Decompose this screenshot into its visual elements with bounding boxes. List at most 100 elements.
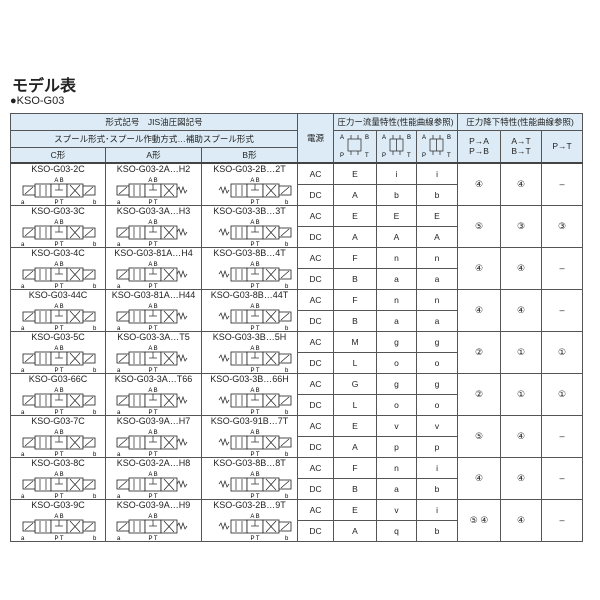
flow-condition-symbol: A B P T — [422, 135, 451, 159]
port-label-ab: A B — [250, 262, 259, 268]
flow-curve-ac: n — [415, 288, 459, 311]
model-cell-a: KSO-G03-9A…H9 A B P T a — [105, 498, 202, 542]
model-code: KSO-G03-2A…H8 — [116, 457, 191, 468]
model-code: KSO-G03-8B…44T — [210, 289, 289, 300]
port-label-pt: P T — [148, 326, 157, 331]
flow-curve-ac: M — [333, 330, 377, 353]
port-label-ab: A B — [54, 304, 63, 310]
model-code: KSO-G03-8C — [31, 457, 85, 468]
pressure-drop-curve: ④ — [457, 162, 502, 206]
flow-curve-dc: A — [415, 225, 459, 248]
port-label-ab: A B — [250, 346, 259, 352]
valve-symbol: A B P T a b — [21, 304, 97, 331]
flow-curve-ac: G — [333, 372, 377, 395]
port-label-ab: A B — [148, 262, 157, 268]
power-dc: DC — [297, 183, 334, 206]
port-label-pt: P T — [148, 242, 157, 247]
flow-curve-ac: n — [376, 246, 417, 269]
port-a-label: A — [422, 135, 426, 141]
solenoid-label-a: a — [21, 200, 25, 205]
solenoid-label-a: a — [21, 494, 25, 499]
solenoid-label-b: b — [285, 410, 289, 415]
port-label-ab: A B — [250, 220, 259, 226]
model-cell-b: KSO-G03-3B…3T A B P T b — [201, 204, 298, 248]
solenoid-label-a: a — [117, 452, 121, 457]
pressure-drop-curve: – — [541, 498, 584, 542]
flow-curve-ac: E — [333, 414, 377, 437]
model-code: KSO-G03-44C — [28, 289, 88, 300]
flow-curve-dc: b — [415, 183, 459, 206]
port-label-pt: P T — [250, 326, 259, 331]
flow-curve-dc: a — [376, 309, 417, 332]
port-label-pt: P T — [250, 284, 259, 289]
model-code: KSO-G03-81A…H4 — [114, 247, 193, 258]
flow-curve-dc: B — [333, 309, 377, 332]
port-t-label: T — [447, 153, 451, 159]
flow-curve-ac: i — [415, 456, 459, 479]
port-label-pt: P T — [148, 368, 157, 373]
port-label-ab: A B — [148, 178, 157, 184]
flow-curve-dc: b — [376, 183, 417, 206]
port-t-label: T — [407, 153, 411, 159]
valve-symbol: A B P T a b — [21, 514, 97, 541]
flow-curve-ac: E — [333, 204, 377, 227]
header-b-type: B形 — [201, 147, 298, 164]
power-dc: DC — [297, 393, 334, 416]
model-cell-a: KSO-G03-3A…T66 A B P T a — [105, 372, 202, 416]
model-cell-a: KSO-G03-2A…H2 A B P T a — [105, 162, 202, 206]
flow-condition-symbol: A B P T — [382, 135, 411, 159]
port-label-pt: P T — [54, 284, 63, 289]
model-code: KSO-G03-3A…T5 — [117, 331, 190, 342]
valve-symbol: A B P T a — [116, 220, 187, 247]
model-code: KSO-G03-81A…H44 — [111, 289, 196, 300]
port-label-pt: P T — [250, 536, 259, 541]
model-code: KSO-G03-4C — [31, 247, 85, 258]
port-label-ab: A B — [250, 472, 259, 478]
port-label-ab: A B — [148, 388, 157, 394]
port-p-label: P — [422, 153, 426, 159]
valve-symbol: A B P T b — [218, 304, 291, 331]
power-ac: AC — [297, 330, 334, 353]
model-cell-a: KSO-G03-2A…H8 A B P T a — [105, 456, 202, 500]
port-a-label: A — [382, 135, 386, 141]
pressure-drop-curve: ② — [457, 330, 502, 374]
model-cell-c: KSO-G03-7C A B P T a b — [10, 414, 106, 458]
model-cell-b: KSO-G03-3B…5H A B P T b — [201, 330, 298, 374]
flow-condition-symbol: A B P T — [340, 135, 369, 159]
header-drop-p-t: P→T — [541, 130, 584, 164]
port-label-ab: A B — [54, 430, 63, 436]
port-label-ab: A B — [148, 304, 157, 310]
valve-symbol: A B P T a — [116, 262, 187, 289]
pressure-drop-curve: ④ — [500, 414, 543, 458]
pressure-drop-curve: ④ — [500, 246, 543, 290]
model-code: KSO-G03-3A…T66 — [114, 373, 193, 384]
port-label-ab: A B — [148, 472, 157, 478]
solenoid-label-a: a — [21, 368, 25, 373]
pressure-drop-curve: ① — [500, 372, 543, 416]
solenoid-label-b: b — [93, 284, 97, 289]
solenoid-label-a: a — [117, 326, 121, 331]
power-dc: DC — [297, 267, 334, 290]
pressure-drop-curve: ④ — [500, 288, 543, 332]
solenoid-label-b: b — [93, 410, 97, 415]
power-ac: AC — [297, 204, 334, 227]
solenoid-label-a: a — [21, 242, 25, 247]
valve-symbol: A B P T a — [116, 346, 187, 373]
model-table: 形式記号 JIS油圧図記号 電源 圧力ー流量特性(性能曲線参照) 圧力降下特性(… — [10, 113, 584, 542]
port-label-pt: P T — [148, 284, 157, 289]
pressure-drop-curve: ① — [541, 330, 584, 374]
power-dc: DC — [297, 519, 334, 542]
solenoid-label-b: b — [93, 452, 97, 457]
flow-curve-ac: g — [415, 330, 459, 353]
port-label-ab: A B — [250, 304, 259, 310]
model-cell-b: KSO-G03-91B…7T A B P T b — [201, 414, 298, 458]
port-label-pt: P T — [54, 494, 63, 499]
model-code: KSO-G03-9A…H7 — [116, 415, 191, 426]
model-cell-a: KSO-G03-3A…H3 A B P T a — [105, 204, 202, 248]
solenoid-label-a: a — [117, 200, 121, 205]
model-code: KSO-G03-8B…4T — [213, 247, 286, 258]
power-ac: AC — [297, 456, 334, 479]
header-c-type: C形 — [10, 147, 106, 164]
